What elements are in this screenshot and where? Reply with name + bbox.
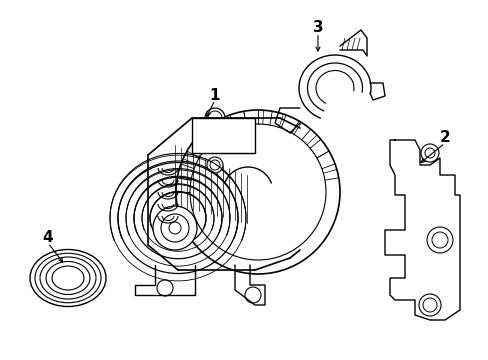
Text: 1: 1 — [209, 87, 220, 103]
Circle shape — [206, 157, 223, 173]
Circle shape — [418, 294, 440, 316]
Circle shape — [204, 108, 224, 128]
Text: 3: 3 — [312, 21, 323, 36]
Circle shape — [426, 227, 452, 253]
Text: 4: 4 — [42, 230, 53, 246]
Bar — [192, 118, 254, 153]
Circle shape — [201, 129, 219, 147]
Circle shape — [153, 206, 197, 250]
Circle shape — [420, 144, 438, 162]
Text: 2: 2 — [439, 130, 449, 145]
